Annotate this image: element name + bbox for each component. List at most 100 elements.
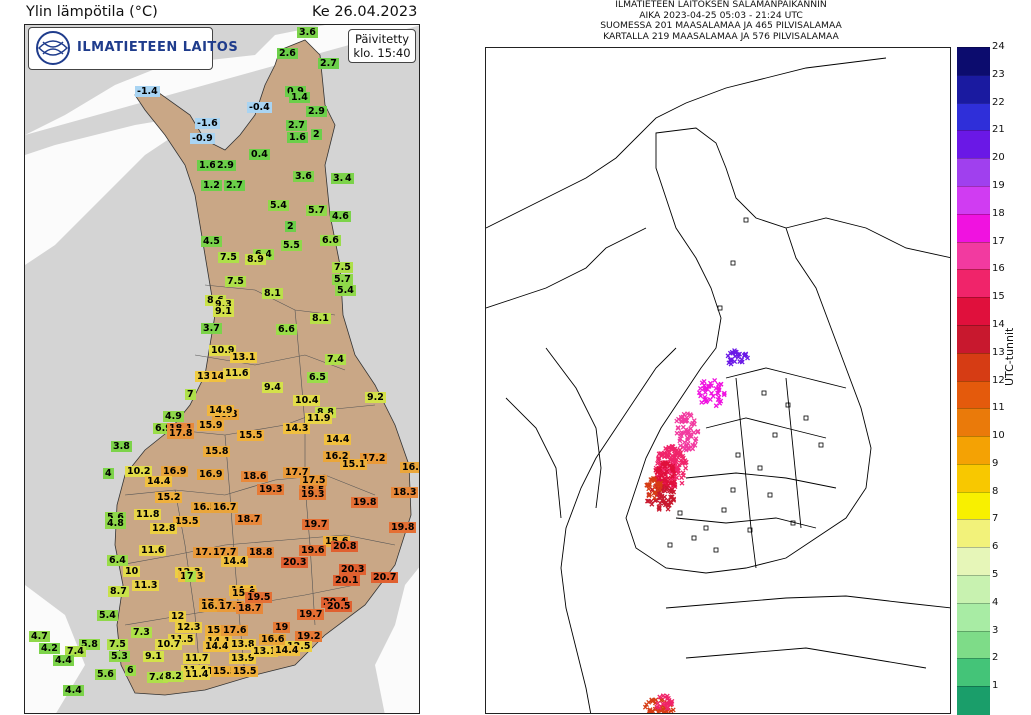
station-temperature: 0.4 [249,149,270,160]
colorbar-label: UTC-tunnit [1003,327,1016,386]
lightning-strike-mark [670,479,675,485]
station-temperature: 7.5 [225,276,246,287]
station-temperature: 15.5 [231,666,259,677]
station-temperature: 16.5 [191,502,219,513]
station-temperature: 19.3 [299,489,327,500]
station-temperature: 15.5 [211,666,239,677]
station-temperature: -0.4 [247,102,272,113]
station-temperature: 9.4 [262,382,283,393]
station-temperature: 17.5 [217,601,245,612]
lightning-strike-mark [662,472,668,478]
lightning-strike-mark [665,461,671,467]
temperature-map-date: Ke 26.04.2023 [312,4,418,20]
station-temperature: 20.1 [333,575,361,586]
station-temperature: 3.8 [331,173,352,184]
station-temperature: 7.4 [147,672,168,683]
lightning-strike-mark [683,465,689,471]
station-temperature: 14.4 [145,476,173,487]
colorbar-segment [957,352,990,382]
lightning-strike-mark [718,381,724,387]
station-temperature: 10 [123,566,141,577]
colorbar-segment [957,575,990,604]
lightning-strike-mark [652,495,658,501]
lightning-map[interactable] [485,47,951,714]
station-temperature: 20.7 [371,572,399,583]
lightning-strike-mark [646,486,652,492]
lightning-strike-mark [695,428,701,434]
colorbar-segment [957,74,990,104]
lightning-strike-mark [678,414,684,420]
lightning-strike-mark [728,357,734,363]
station-temperature: 13.1 [251,646,279,657]
station-temperature: 19.3 [257,484,285,495]
lightning-strike-mark [687,412,693,417]
station-temperature: 4.6 [330,211,351,222]
station-temperature: 6 [125,665,136,676]
lightning-strike-mark [665,506,671,512]
temperature-map[interactable]: ILMATIETEEN LAITOS Päivitetty klo. 15:40… [24,24,420,714]
station-temperature: 19.2 [295,631,323,642]
station-temperature: 15.8 [203,446,231,457]
lightning-strike-mark [692,438,698,444]
colorbar-tick-label: 10 [992,430,1005,442]
station-temperature: 15.5 [237,430,265,441]
lightning-strike-mark [696,390,702,396]
lightning-strike-mark [658,450,664,456]
fmi-logo-text: ILMATIETEEN LAITOS [77,40,239,55]
station-temperature: 3.6 [297,27,318,38]
lightning-strike-mark [665,448,671,454]
station-temperature: 17.2 [360,453,388,464]
lightning-strike-mark [649,697,655,703]
lightning-strike-mark [674,475,680,481]
colorbar-tick-label: 6 [992,541,999,553]
station-temperature: 20.8 [331,541,359,552]
lightning-strike-mark [652,485,658,490]
lightning-strike-mark [709,390,714,396]
lightning-strike-mark [704,398,710,404]
colorbar-segment [957,185,990,215]
station-temperature: 6.5 [307,372,328,383]
temperature-map-title: Ylin lämpötila (°C) [26,4,158,20]
colorbar-tick-label: 8 [992,485,999,497]
station-temperature: 8.1 [310,313,331,324]
station-temperature: 6.9 [153,423,174,434]
lightning-strike-mark [677,443,683,449]
lightning-strike-mark [674,418,680,424]
station-temperature: 19.8 [351,497,379,508]
colorbar-segment [957,241,990,271]
lightning-header-line: ILMATIETEEN LAITOKSEN SALAMANPAIKANNIN [615,0,827,10]
station-temperature: 2.7 [286,120,307,131]
updated-label: Päivitetty [354,32,410,46]
lightning-strike-mark [679,419,685,425]
station-temperature: 14.4 [203,641,231,652]
station-temperature: 17.7 [193,547,221,558]
lightning-strike-mark [679,430,685,436]
colorbar-segment [957,686,990,715]
lightning-strike-mark [666,444,672,450]
colorbar-tick-label: 21 [992,124,1005,136]
lightning-strike-mark [716,387,722,393]
colorbar-tick-label: 4 [992,596,999,608]
station-temperature: 1.6 [287,132,308,143]
lightning-map-header: ILMATIETEEN LAITOKSEN SALAMANPAIKANNIN A… [486,0,956,42]
colorbar-segment [957,658,990,688]
station-temperature: 4 [103,468,114,479]
colorbar-segment [957,324,990,354]
lightning-strike-mark [697,385,703,391]
colorbar-tick-label: 19 [992,179,1005,191]
station-temperature: 4.4 [63,685,84,696]
station-temperature: 16.9 [161,466,189,477]
station-temperature: 7 [185,389,196,400]
station-temperature: 10.9 [209,345,237,356]
lightning-strike-mark [713,385,719,391]
colorbar-tick-label: 23 [992,68,1005,80]
lightning-strike-mark [672,446,678,452]
lightning-strike-mark [725,353,731,359]
station-temperature: 11.6 [223,368,251,379]
station-temperature: 12 [169,611,187,622]
station-temperature: 2.9 [215,160,236,171]
lightning-strike-mark [656,491,662,497]
station-temperature: 1.4 [289,92,310,103]
colorbar-segment [957,213,990,243]
station-temperature: 17.7 [211,547,239,558]
